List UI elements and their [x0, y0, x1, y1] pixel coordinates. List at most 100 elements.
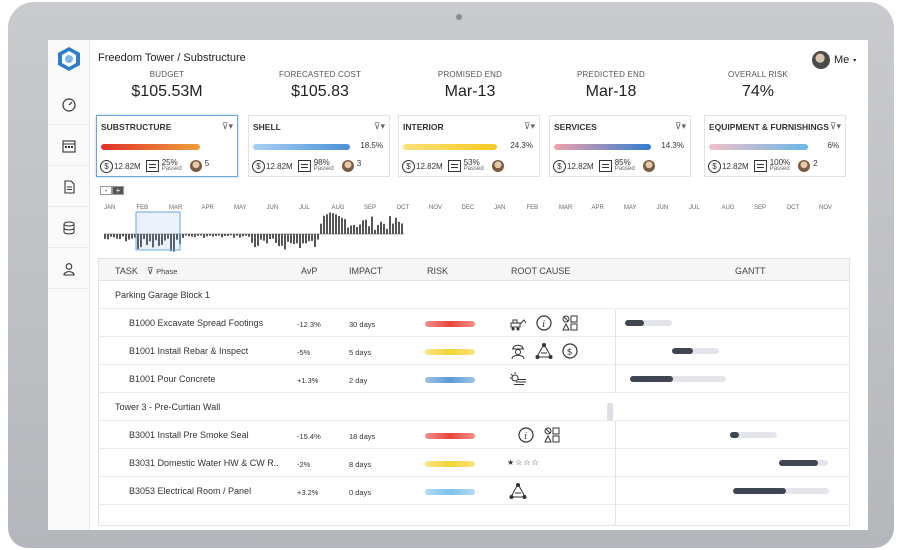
timeline-bar: [341, 217, 343, 234]
table-scrollbar[interactable]: [607, 403, 613, 421]
timeline-bar: [185, 234, 187, 236]
table-row[interactable]: B3001 Install Pre Smoke Seal -15.4% 18 d…: [99, 421, 849, 449]
info-icon[interactable]: i: [535, 314, 553, 334]
row-divider: [616, 504, 849, 505]
calendar-nav-button[interactable]: [48, 126, 90, 166]
metric-label: PROMISED END: [437, 70, 503, 79]
column-impact[interactable]: IMPACT: [349, 266, 383, 276]
filter-icon[interactable]: ⊽▾: [674, 121, 686, 131]
zoom-in-button[interactable]: +: [112, 186, 124, 195]
task-name[interactable]: B1000 Excavate Spread Footings: [129, 318, 264, 328]
timeline-bar: [392, 223, 394, 234]
rating-stars[interactable]: ★☆☆☆: [507, 458, 540, 467]
timeline-bar: [161, 234, 163, 245]
checklist-icon: [145, 160, 159, 172]
timeline-sparkline[interactable]: [100, 210, 860, 258]
task-name[interactable]: B3031 Domestic Water HW & CW R..: [129, 458, 279, 468]
person-icon: [63, 262, 75, 276]
timeline-bar: [359, 224, 361, 234]
timeline-bar: [134, 234, 136, 238]
assignee-avatar[interactable]: [798, 160, 811, 172]
timeline-bar: [248, 234, 250, 237]
dashboard-nav-button[interactable]: [48, 85, 90, 125]
column-avp[interactable]: AvP: [301, 266, 318, 276]
assignee-avatar[interactable]: [491, 160, 504, 172]
filter-icon[interactable]: ⊽▾: [523, 121, 535, 131]
column-root-cause[interactable]: ROOT CAUSE: [511, 266, 571, 276]
timeline-month: JUL: [689, 205, 700, 211]
phase-card-interior[interactable]: INTERIOR ⊽▾ 24.3% $ 12.82M 53% Passed: [398, 115, 540, 177]
root-cause-icons: $: [509, 342, 579, 362]
column-gantt[interactable]: GANTT: [735, 266, 766, 276]
gantt-bar[interactable]: [779, 460, 828, 466]
task-name[interactable]: B3053 Electrical Room / Panel: [129, 486, 252, 496]
user-menu[interactable]: Me ▾: [812, 51, 856, 69]
phase-card-equipment-furnishings[interactable]: EQUIPMENT & FURNISHINGS ⊽▾ 6% $ 12.82M 1…: [704, 115, 846, 177]
avp-value: -5%: [297, 348, 311, 357]
info-icon[interactable]: i: [517, 426, 535, 446]
weather-icon[interactable]: [509, 370, 527, 390]
network-icon[interactable]: [509, 482, 527, 502]
timeline-month: JUL: [299, 205, 310, 211]
group-row[interactable]: Tower 3 - Pre-Curtian Wall: [99, 393, 849, 421]
row-divider: [99, 392, 615, 393]
timeline-bar: [290, 234, 292, 244]
sidebar: [48, 40, 90, 530]
card-percent: 18.5%: [360, 141, 383, 150]
phase-card-substructure[interactable]: SUBSTRUCTURE ⊽▾ $ 12.82M 25% Passed 5: [96, 115, 238, 177]
table-row[interactable]: B1000 Excavate Spread Footings -12.3% 30…: [99, 309, 849, 337]
timeline-bar: [173, 234, 175, 252]
timeline-bar: [398, 221, 400, 234]
root-cause-icons: i: [517, 426, 561, 446]
gantt-progress: [733, 488, 786, 494]
group-row[interactable]: Parking Garage Block 1: [99, 281, 849, 309]
filter-icon[interactable]: ⊽▾: [829, 121, 841, 131]
timeline-bar: [167, 234, 169, 239]
table-row[interactable]: B3053 Electrical Room / Panel +3.2% 0 da…: [99, 477, 849, 505]
gantt-bar[interactable]: [733, 488, 829, 494]
timeline-bar: [254, 234, 256, 248]
gantt-bar[interactable]: [730, 432, 777, 438]
gantt-progress: [730, 432, 739, 438]
chevron-down-icon: ▾: [853, 57, 857, 64]
shapes-icon[interactable]: [543, 426, 561, 446]
worker-icon[interactable]: [509, 342, 527, 362]
gantt-bar[interactable]: [672, 348, 719, 354]
camera-dot: [456, 14, 462, 20]
phase-card-services[interactable]: SERVICES ⊽▾ 14.3% $ 12.82M 85% Passed: [549, 115, 691, 177]
phase-filter[interactable]: ⊽ Phase: [147, 266, 177, 277]
task-name[interactable]: B1001 Install Rebar & Inspect: [129, 346, 249, 356]
filter-icon[interactable]: ⊽▾: [221, 121, 233, 131]
column-risk[interactable]: RISK: [427, 266, 449, 276]
table-row[interactable]: B1001 Pour Concrete +1.3% 2 day: [99, 365, 849, 393]
timeline-bar: [125, 234, 127, 242]
timeline-month: NOV: [819, 205, 833, 211]
shapes-icon[interactable]: [561, 314, 579, 334]
filter-icon[interactable]: ⊽▾: [373, 121, 385, 131]
row-divider: [99, 448, 615, 449]
row-divider: [616, 476, 849, 477]
task-name[interactable]: B1001 Pour Concrete: [129, 374, 216, 384]
user-nav-button[interactable]: [48, 249, 90, 289]
timeline-bar: [191, 234, 193, 237]
assignee-avatar[interactable]: [189, 160, 202, 172]
timeline-bar: [239, 234, 241, 238]
dollar-icon[interactable]: $: [561, 342, 579, 362]
assignee-avatar[interactable]: [341, 160, 354, 172]
database-nav-button[interactable]: [48, 208, 90, 248]
timeline-month: NOV: [429, 205, 443, 211]
gantt-bar[interactable]: [630, 376, 726, 382]
excavator-icon[interactable]: [509, 314, 527, 334]
table-row[interactable]: B1001 Install Rebar & Inspect -5% 5 days…: [99, 337, 849, 365]
timeline-zoom-controls: - +: [100, 186, 124, 195]
metric-value: $105.83: [291, 83, 349, 100]
documents-nav-button[interactable]: [48, 167, 90, 207]
gantt-bar[interactable]: [625, 320, 672, 326]
column-task[interactable]: TASK: [115, 266, 138, 276]
task-name[interactable]: B3001 Install Pre Smoke Seal: [129, 430, 249, 440]
network-icon[interactable]: [535, 342, 553, 362]
table-row[interactable]: B3031 Domestic Water HW & CW R.. -2% 8 d…: [99, 449, 849, 477]
phase-card-shell[interactable]: SHELL ⊽▾ 18.5% $ 12.82M 98% Passed 3: [248, 115, 390, 177]
zoom-out-button[interactable]: -: [100, 186, 112, 195]
assignee-avatar[interactable]: [642, 160, 655, 172]
